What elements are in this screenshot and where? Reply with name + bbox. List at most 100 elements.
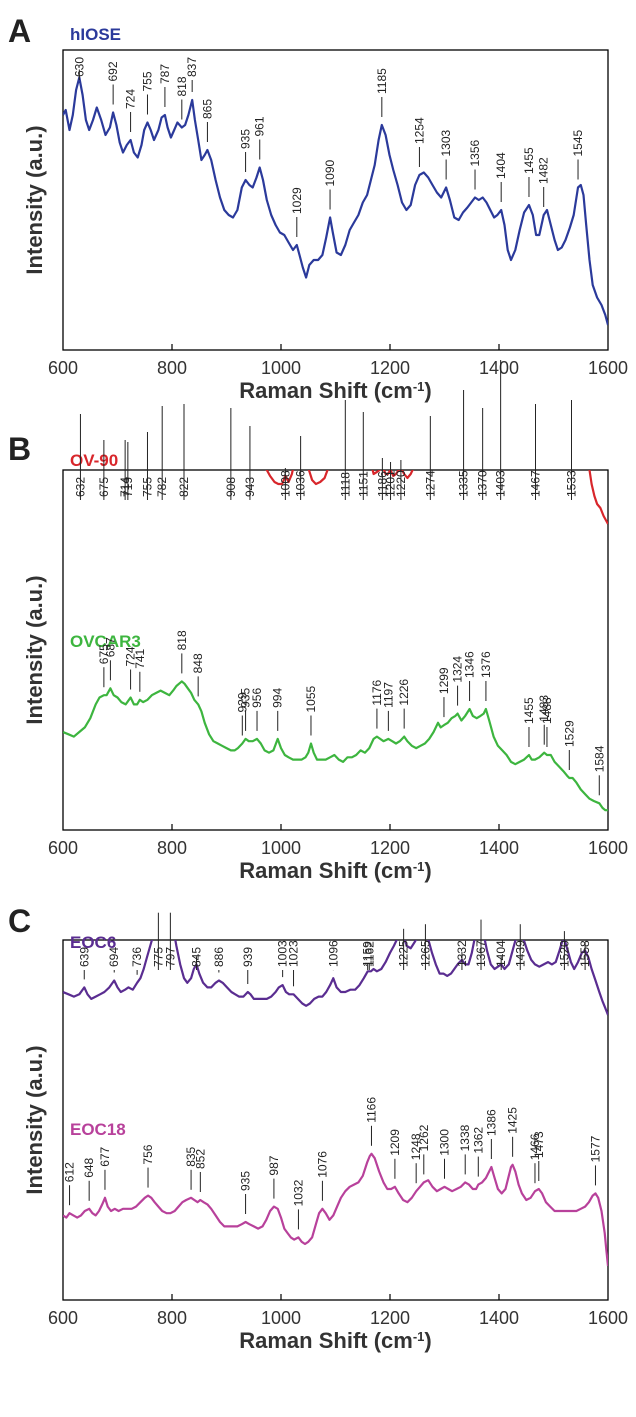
peak-label: 1225 [397, 940, 411, 967]
series-line-hiose [63, 76, 608, 326]
peak-label: 1055 [304, 685, 318, 712]
peak-label: 852 [193, 1149, 207, 1169]
peak-label: 935 [239, 129, 253, 149]
peak-label: 692 [106, 61, 120, 81]
peak-label: 1162 [362, 941, 376, 967]
x-tick-label: 1000 [261, 838, 301, 858]
series-line-ovcar3 [63, 680, 608, 812]
peak-label: 675 [97, 477, 111, 497]
peak-label: 1324 [451, 656, 465, 683]
peak-label: 719 [121, 477, 135, 497]
series-name-label: OVCAR3 [70, 632, 141, 651]
peak-label: 782 [155, 477, 169, 497]
peak-label: 1118 [338, 472, 352, 497]
peak-label: 756 [141, 1144, 155, 1164]
peak-label: 1274 [423, 470, 437, 497]
panel-b: B Intensity (a.u.) 600 800 1000 1200 1400 1600 R… [8, 360, 628, 883]
peak-label: 1404 [494, 152, 508, 179]
peak-label: 1197 [381, 682, 395, 708]
peak-label: 1209 [388, 1129, 402, 1156]
series-line-eoc6 [63, 940, 608, 1016]
peak-label: 1254 [412, 117, 426, 144]
peak-label: 1488 [540, 697, 554, 724]
peak-label: 1300 [438, 1129, 452, 1156]
x-axis-label: Raman Shift (cm-1) [239, 858, 431, 883]
y-axis-label: Intensity (a.u.) [22, 125, 47, 274]
peak-label: 835 [184, 1146, 198, 1166]
x-axis-label: Raman Shift (cm-1) [239, 378, 431, 403]
peak-label: 1262 [417, 1124, 431, 1151]
peak-label: 1376 [479, 651, 493, 678]
peak-label: 797 [163, 947, 177, 967]
peak-label: 755 [140, 477, 154, 497]
peak-label: 675 [97, 644, 111, 664]
plot-frame [62, 469, 609, 831]
peak-label: 1299 [437, 667, 451, 694]
peak-label: 1473 [532, 1131, 546, 1158]
peak-label: 1003 [276, 940, 290, 967]
peak-label: 632 [73, 477, 87, 497]
peak-label: 1533 [564, 470, 578, 497]
peak-label: 1584 [592, 745, 606, 772]
peak-label: 1545 [571, 129, 585, 156]
peak-label: 848 [191, 653, 205, 673]
peak-label: 1403 [494, 470, 508, 497]
peak-label: 1558 [578, 940, 592, 967]
peak-label: 1226 [397, 679, 411, 706]
peak-label: 687 [103, 637, 117, 657]
plot-frame [62, 939, 609, 1301]
series-name-label: EOC6 [70, 933, 116, 952]
y-axis-label: Intensity (a.u.) [22, 575, 47, 724]
panel-a: A Intensity (a.u.) 600 800 1000 1200 1400 1600 R… [8, 13, 628, 403]
peak-label: 987 [267, 1155, 281, 1175]
peak-label: 865 [200, 99, 214, 119]
x-tick-label: 1400 [479, 838, 519, 858]
peak-label: 1201 [384, 470, 398, 497]
peak-label: 1577 [588, 1135, 602, 1162]
peak-label: 939 [241, 947, 255, 967]
peak-label: 612 [63, 1162, 77, 1182]
x-tick-label: 1000 [261, 1308, 301, 1328]
peak-label: 1076 [315, 1151, 329, 1178]
peak-label: 1008 [278, 470, 292, 497]
peak-label: 1248 [409, 1133, 423, 1160]
peak-label: 1151 [356, 471, 370, 497]
peak-label: 1096 [326, 940, 340, 967]
peak-label: 1370 [476, 470, 490, 497]
peak-label: 1455 [522, 147, 536, 174]
series-name-label: EOC18 [70, 1120, 126, 1139]
peak-label: 1032 [291, 1179, 305, 1206]
y-axis-label: Intensity (a.u.) [22, 1045, 47, 1194]
peak-label: 714 [118, 477, 132, 497]
peak-label: 1186 [375, 471, 389, 497]
peak-label: 630 [72, 57, 86, 77]
peak-label: 1166 [364, 1097, 378, 1123]
panel-letter: A [8, 13, 31, 49]
peak-label: 724 [124, 646, 138, 666]
peak-label: 741 [133, 648, 147, 668]
peak-label: 886 [212, 947, 226, 967]
peak-label: 1386 [484, 1109, 498, 1136]
peak-label: 1303 [439, 129, 453, 156]
peak-label: 1023 [287, 940, 301, 967]
peak-label: 908 [224, 477, 238, 497]
peak-label: 1466 [528, 1133, 542, 1160]
x-tick-label: 800 [157, 358, 187, 378]
peak-label: 956 [250, 688, 264, 708]
peak-label: 1332 [455, 940, 469, 967]
x-tick-label: 800 [157, 1308, 187, 1328]
panel-c: C Intensity (a.u.) 600 800 1000 1200 1400 1600 R… [8, 903, 628, 1353]
peak-label: 1425 [506, 1107, 520, 1134]
x-tick-label: 1200 [370, 358, 410, 378]
x-tick-label: 1400 [479, 1308, 519, 1328]
panel-letter: B [8, 431, 31, 467]
peak-label: 1356 [468, 139, 482, 166]
peak-label: 775 [151, 947, 165, 967]
peak-label: 1185 [375, 68, 389, 94]
peak-label: 929 [235, 692, 249, 712]
peak-label: 1404 [494, 940, 508, 967]
series-name-label: hIOSE [70, 25, 121, 44]
peak-label: 961 [253, 116, 267, 136]
x-tick-label: 1400 [479, 358, 519, 378]
